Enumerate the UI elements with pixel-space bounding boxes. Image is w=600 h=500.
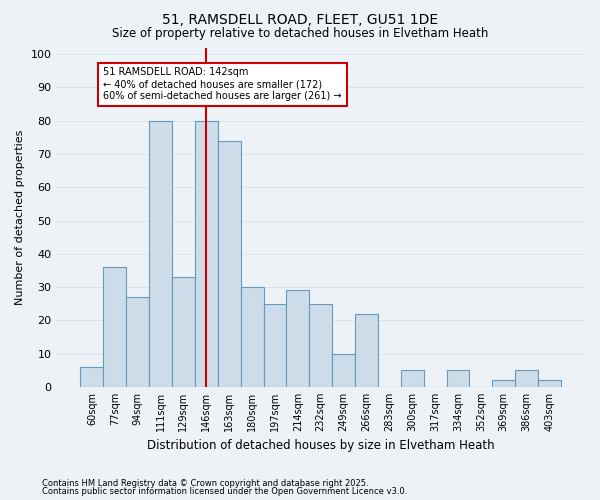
Bar xyxy=(493,380,515,387)
Bar xyxy=(538,380,561,387)
Bar xyxy=(103,267,126,387)
Bar xyxy=(195,120,218,387)
Text: Size of property relative to detached houses in Elvetham Heath: Size of property relative to detached ho… xyxy=(112,28,488,40)
Bar xyxy=(515,370,538,387)
Text: Contains public sector information licensed under the Open Government Licence v3: Contains public sector information licen… xyxy=(42,487,407,496)
Bar xyxy=(218,140,241,387)
Y-axis label: Number of detached properties: Number of detached properties xyxy=(15,130,25,305)
Bar xyxy=(286,290,309,387)
X-axis label: Distribution of detached houses by size in Elvetham Heath: Distribution of detached houses by size … xyxy=(147,440,494,452)
Bar xyxy=(263,304,286,387)
Bar xyxy=(309,304,332,387)
Bar xyxy=(126,297,149,387)
Bar xyxy=(355,314,378,387)
Text: Contains HM Land Registry data © Crown copyright and database right 2025.: Contains HM Land Registry data © Crown c… xyxy=(42,478,368,488)
Bar xyxy=(332,354,355,387)
Bar xyxy=(149,120,172,387)
Bar xyxy=(401,370,424,387)
Bar xyxy=(172,277,195,387)
Bar xyxy=(241,287,263,387)
Bar xyxy=(80,367,103,387)
Text: 51 RAMSDELL ROAD: 142sqm
← 40% of detached houses are smaller (172)
60% of semi-: 51 RAMSDELL ROAD: 142sqm ← 40% of detach… xyxy=(103,68,342,100)
Bar xyxy=(446,370,469,387)
Text: 51, RAMSDELL ROAD, FLEET, GU51 1DE: 51, RAMSDELL ROAD, FLEET, GU51 1DE xyxy=(162,12,438,26)
